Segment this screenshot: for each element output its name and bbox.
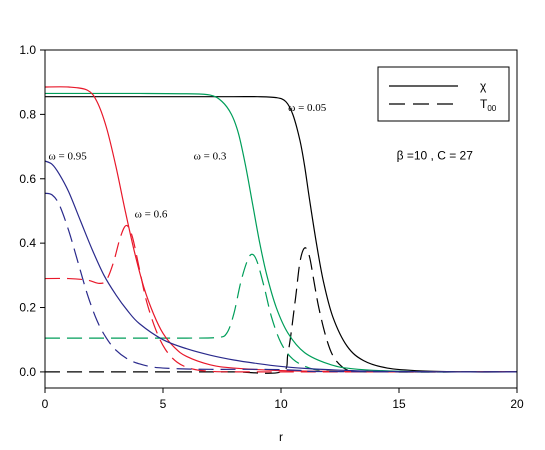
legend-label-chi: χ [480,79,487,93]
omega-annotation: ω = 0.05 [288,102,327,114]
y-tick-label: 0.0 [19,365,36,379]
legend-label-t00: T00 [480,97,497,113]
legend-box [377,66,510,122]
x-tick-label: 20 [510,397,524,411]
omega-annotation: ω = 0.95 [49,150,88,162]
parameter-annotation: β =10 , C = 27 [397,148,474,162]
annotations: ω = 0.05 ω = 0.3 ω = 0.95 ω = 0.6 β =10 , C … [49,102,474,220]
omega-annotation: ω = 0.3 [194,150,227,162]
y-tick-label: 0.8 [19,107,36,121]
x-tick-label: 15 [392,397,406,411]
x-axis-label: r [279,430,283,444]
legend-label-t00-sub: 00 [487,104,496,113]
x-tick-label: 0 [42,397,49,411]
plot-lines [44,86,518,374]
x-tick-label: 5 [160,397,167,411]
legend: χ T00 [377,66,510,122]
series-t00-omega-0-95 [44,192,518,373]
series-t00-omega-0-05 [45,247,518,374]
series-t00-omega-0-6 [44,224,518,373]
y-tick-label: 0.6 [19,172,36,186]
y-tick-label: 0.4 [19,236,36,250]
x-tick-label: 10 [274,397,288,411]
y-tick-label: 1.0 [19,43,36,57]
series-chi-omega-0-05 [45,96,518,373]
axes: 0 5 10 15 20 0.0 0.2 0.4 0.6 0.8 1.0 [19,43,524,411]
series-chi-omega-0-6 [44,86,518,373]
legend-label-t00-main: T [480,97,488,111]
omega-annotation: ω = 0.6 [135,208,168,220]
series-chi-omega-0-95 [44,160,518,373]
y-tick-label: 0.2 [19,301,36,315]
series-chi-omega-0-3 [45,92,518,373]
